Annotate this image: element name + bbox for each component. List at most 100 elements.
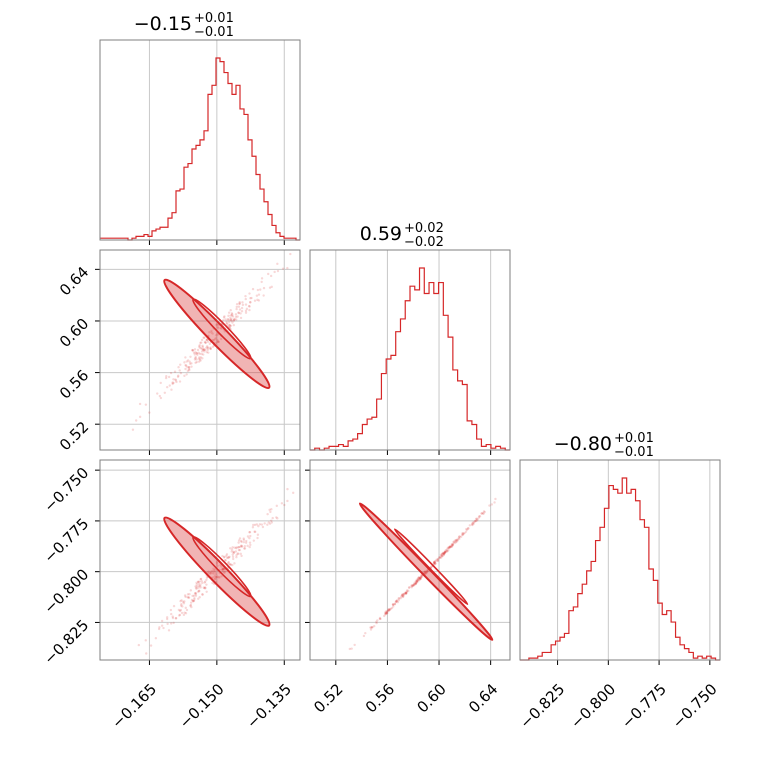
sample-point [195, 587, 198, 590]
sample-point [399, 597, 402, 600]
histogram-panel-3: −0.80 +0.01−0.01 [519, 431, 721, 665]
contour-inner [192, 298, 252, 360]
sample-point [224, 318, 227, 321]
sample-point [200, 347, 204, 351]
sample-point [419, 577, 422, 581]
sample-point [165, 617, 169, 621]
y-tick-label: 0.60 [56, 315, 92, 351]
sample-point [159, 381, 162, 385]
sample-point [193, 598, 196, 601]
sample-point [271, 516, 274, 520]
sample-point [400, 593, 404, 597]
sample-point [214, 337, 217, 340]
sample-point [420, 574, 423, 577]
sample-point [198, 356, 201, 359]
sample-point [205, 583, 208, 586]
sample-point [442, 552, 446, 555]
sample-point [419, 575, 423, 579]
sample-point [224, 559, 227, 562]
sample-point [183, 594, 187, 597]
sample-point [436, 559, 439, 562]
sample-point [230, 312, 234, 315]
param-title-1: −0.15 [134, 13, 192, 35]
sample-point [235, 546, 238, 549]
sample-point [221, 568, 225, 571]
axes-frame [519, 459, 721, 661]
sample-point [411, 584, 414, 588]
sample-point [188, 362, 192, 365]
y-tick-label: −0.775 [40, 515, 92, 567]
sample-point [192, 351, 196, 354]
sample-point [418, 576, 421, 580]
axes-frame [99, 459, 301, 661]
sample-point [406, 589, 409, 592]
sample-point [214, 577, 217, 580]
sample-point [414, 581, 418, 584]
sample-point [231, 315, 235, 318]
sample-point [203, 348, 206, 351]
sample-point [205, 590, 208, 593]
sample-point [213, 338, 217, 341]
sample-point [242, 540, 246, 544]
sample-point [432, 560, 436, 564]
sample-point [179, 599, 182, 603]
sample-point [230, 317, 233, 321]
sample-point [424, 570, 427, 573]
sample-point [213, 574, 217, 578]
sample-point [201, 593, 204, 596]
sample-point [385, 611, 388, 615]
sample-point [276, 517, 279, 520]
sample-point [230, 319, 233, 323]
sample-point [220, 565, 223, 568]
sample-point [172, 381, 175, 385]
sample-point [231, 321, 234, 324]
sample-point [252, 523, 255, 527]
sample-point [173, 370, 177, 373]
sample-point [388, 609, 391, 612]
sample-point [248, 531, 251, 534]
sample-point [248, 305, 251, 308]
sample-point [401, 595, 405, 599]
sample-point [418, 576, 422, 580]
sample-point [195, 360, 198, 364]
sample-point [148, 411, 151, 414]
sample-point [240, 554, 243, 558]
sample-point [418, 577, 422, 581]
y-tick-label: 0.52 [56, 418, 92, 454]
sample-point [248, 541, 252, 544]
sample-point [228, 323, 232, 327]
sample-point [229, 563, 233, 566]
sample-point [454, 540, 457, 543]
sample-point [222, 316, 226, 319]
sample-point [237, 311, 240, 315]
sample-point [184, 364, 188, 367]
contour-inner [192, 536, 252, 598]
sample-point [232, 319, 236, 322]
sample-point [199, 359, 202, 362]
sample-point [414, 582, 417, 586]
param-err-plus-2: +0.02 [404, 221, 444, 236]
sample-point [244, 309, 248, 313]
sample-point [268, 286, 272, 289]
sample-point [193, 353, 196, 356]
sample-point [255, 523, 259, 526]
axes-frame [309, 459, 511, 661]
sample-point [222, 319, 225, 322]
sample-point [258, 523, 262, 526]
sample-point [399, 595, 403, 598]
sample-point [415, 580, 418, 583]
sample-point [248, 308, 251, 312]
sample-point [184, 364, 187, 367]
sample-point [387, 609, 390, 612]
sample-point [268, 508, 271, 512]
sample-point [251, 526, 255, 529]
param-title-2: 0.59 [360, 223, 402, 245]
sample-point [197, 360, 201, 363]
sample-point [179, 604, 183, 607]
sample-point [208, 331, 211, 334]
sample-point [256, 533, 260, 536]
sample-point [448, 545, 452, 549]
sample-point [419, 577, 422, 581]
sample-point [283, 503, 286, 507]
sample-point [475, 517, 478, 521]
